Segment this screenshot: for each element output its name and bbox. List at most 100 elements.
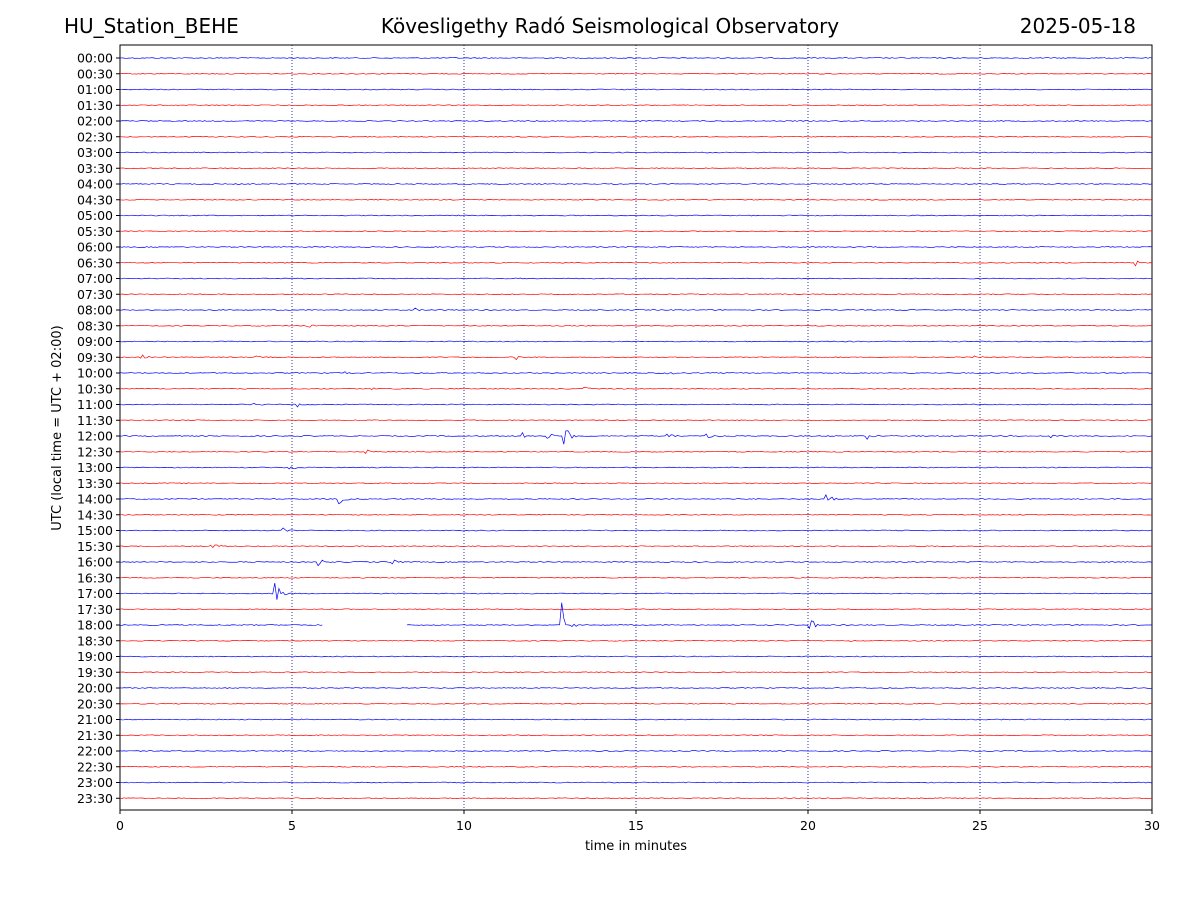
y-tick-label: 12:30 xyxy=(77,444,113,459)
y-tick-label: 11:30 xyxy=(77,413,113,428)
trace-1530 xyxy=(119,544,1153,548)
y-tick-label: 08:30 xyxy=(77,318,113,333)
trace-1400 xyxy=(119,494,1153,505)
trace-0300 xyxy=(119,151,1153,154)
y-axis-ticks: 00:0000:3001:0001:3002:0002:3003:0003:30… xyxy=(77,51,120,806)
y-tick-label: 13:30 xyxy=(77,476,113,491)
y-tick-label: 22:00 xyxy=(77,744,113,759)
y-tick-label: 02:30 xyxy=(77,129,113,144)
trace-0230 xyxy=(119,135,1153,138)
trace-0400 xyxy=(119,183,1153,185)
record-date: 2025-05-18 xyxy=(1019,14,1136,38)
trace-0730 xyxy=(119,293,1153,296)
trace-0000 xyxy=(119,57,1153,59)
y-tick-label: 23:00 xyxy=(77,775,113,790)
y-tick-label: 02:00 xyxy=(77,114,113,129)
trace-1030 xyxy=(119,386,1153,390)
y-tick-label: 05:30 xyxy=(77,224,113,239)
y-tick-label: 00:00 xyxy=(77,51,113,66)
y-tick-label: 17:00 xyxy=(77,586,113,601)
y-tick-label: 12:00 xyxy=(77,429,113,444)
trace-1000 xyxy=(119,371,1153,375)
trace-1500 xyxy=(119,527,1153,532)
trace-0130 xyxy=(119,104,1153,107)
trace-0500 xyxy=(119,214,1153,217)
y-tick-label: 16:00 xyxy=(77,555,113,570)
y-tick-label: 01:30 xyxy=(77,98,113,113)
y-tick-label: 20:30 xyxy=(77,696,113,711)
y-tick-label: 20:00 xyxy=(77,681,113,696)
y-tick-label: 19:30 xyxy=(77,665,113,680)
y-tick-label: 07:30 xyxy=(77,287,113,302)
y-tick-label: 06:30 xyxy=(77,255,113,270)
trace-1430 xyxy=(119,513,1153,516)
y-tick-label: 05:00 xyxy=(77,208,113,223)
y-tick-label: 06:00 xyxy=(77,240,113,255)
station-name: HU_Station_BEHE xyxy=(64,14,239,38)
trace-0700 xyxy=(119,277,1153,280)
trace-1830 xyxy=(119,639,1153,642)
y-tick-label: 10:00 xyxy=(77,366,113,381)
x-tick-label: 20 xyxy=(800,818,816,833)
vertical-gridlines xyxy=(291,45,981,810)
trace-0930 xyxy=(119,354,1153,361)
y-tick-label: 09:00 xyxy=(77,334,113,349)
y-tick-label: 15:30 xyxy=(77,539,113,554)
trace-0630 xyxy=(119,260,1153,267)
y-tick-label: 18:30 xyxy=(77,633,113,648)
trace-2000 xyxy=(119,687,1153,689)
y-tick-label: 04:00 xyxy=(77,177,113,192)
trace-2300 xyxy=(119,781,1153,784)
y-tick-label: 22:30 xyxy=(77,759,113,774)
trace-2230 xyxy=(119,765,1153,768)
y-tick-label: 14:00 xyxy=(77,492,113,507)
y-tick-label: 07:00 xyxy=(77,271,113,286)
trace-1300 xyxy=(119,466,1153,470)
y-axis-label: UTC (local time = UTC + 02:00) xyxy=(50,325,65,530)
trace-0830 xyxy=(119,324,1153,328)
y-tick-label: 01:00 xyxy=(77,82,113,97)
x-axis-label: time in minutes xyxy=(585,839,687,854)
y-tick-label: 19:00 xyxy=(77,649,113,664)
trace-1930 xyxy=(119,671,1153,674)
x-tick-label: 5 xyxy=(288,818,296,833)
y-tick-label: 15:00 xyxy=(77,523,113,538)
trace-2030 xyxy=(119,702,1153,705)
trace-1230 xyxy=(119,449,1153,454)
trace-1800 xyxy=(406,602,1153,630)
y-tick-label: 00:30 xyxy=(77,66,113,81)
y-tick-label: 11:00 xyxy=(77,397,113,412)
y-tick-label: 14:30 xyxy=(77,507,113,522)
y-tick-label: 16:30 xyxy=(77,570,113,585)
trace-lines xyxy=(119,57,1153,800)
x-tick-label: 10 xyxy=(456,818,472,833)
y-tick-label: 18:00 xyxy=(77,618,113,633)
trace-1130 xyxy=(119,419,1153,422)
trace-2200 xyxy=(119,750,1153,752)
trace-0800 xyxy=(119,307,1153,312)
x-axis-ticks: 0 5 10 15 20 25 30 xyxy=(116,810,1160,833)
y-tick-label: 03:00 xyxy=(77,145,113,160)
trace-0330 xyxy=(119,167,1153,170)
trace-0200 xyxy=(119,120,1153,122)
x-tick-label: 30 xyxy=(1144,818,1160,833)
y-tick-label: 17:30 xyxy=(77,602,113,617)
x-tick-label: 15 xyxy=(628,818,644,833)
y-tick-label: 21:30 xyxy=(77,728,113,743)
trace-1330 xyxy=(119,482,1153,485)
trace-0900 xyxy=(119,340,1153,343)
trace-0530 xyxy=(119,230,1153,233)
y-tick-label: 08:00 xyxy=(77,303,113,318)
trace-1700 xyxy=(119,582,1153,600)
x-tick-label: 0 xyxy=(116,818,124,833)
trace-2130 xyxy=(119,734,1153,737)
y-tick-label: 03:30 xyxy=(77,161,113,176)
y-tick-label: 13:00 xyxy=(77,460,113,475)
y-tick-label: 21:00 xyxy=(77,712,113,727)
trace-1100 xyxy=(119,403,1153,408)
trace-2330 xyxy=(119,797,1153,800)
observatory-title: Kövesligethy Radó Seismological Observat… xyxy=(380,14,840,38)
trace-0030 xyxy=(119,72,1153,75)
trace-1730 xyxy=(119,608,1153,611)
